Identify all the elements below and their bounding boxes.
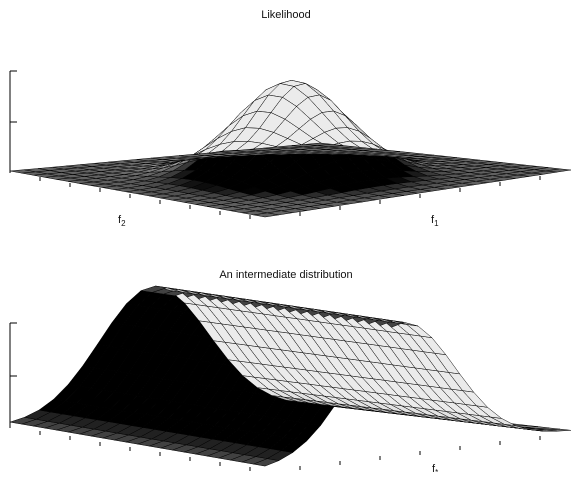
intermediate-axis-ticks (39, 431, 541, 471)
intermediate-panel: An intermediate distribution f* (9, 269, 571, 477)
surface-patch (140, 285, 168, 293)
intermediate-surface (9, 285, 571, 467)
likelihood-xlabel: f1 (431, 214, 439, 228)
likelihood-axis-ticks (39, 176, 541, 219)
likelihood-z-axis (9, 70, 17, 173)
likelihood-panel: Likelihood f1 f2 (9, 9, 571, 228)
surface-patch (305, 142, 332, 146)
intermediate-z-axis (9, 322, 17, 428)
intermediate-xlabel: f* (432, 463, 438, 477)
likelihood-title: Likelihood (261, 9, 311, 21)
likelihood-ylabel: f2 (118, 214, 126, 228)
intermediate-title: An intermediate distribution (219, 269, 352, 281)
likelihood-surface (9, 80, 571, 218)
